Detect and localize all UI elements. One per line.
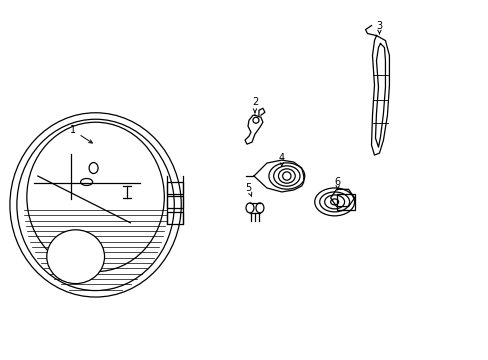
Ellipse shape [47, 230, 104, 284]
Bar [336, 194, 354, 210]
Bar [167, 212, 183, 224]
Text: 3: 3 [376, 21, 382, 34]
Text: 4: 4 [278, 153, 285, 166]
Bar [167, 197, 183, 208]
Text: 6: 6 [334, 177, 340, 190]
Text: 1: 1 [69, 125, 92, 143]
Bar [167, 183, 183, 194]
Text: 2: 2 [251, 97, 258, 113]
Text: 5: 5 [244, 183, 251, 196]
